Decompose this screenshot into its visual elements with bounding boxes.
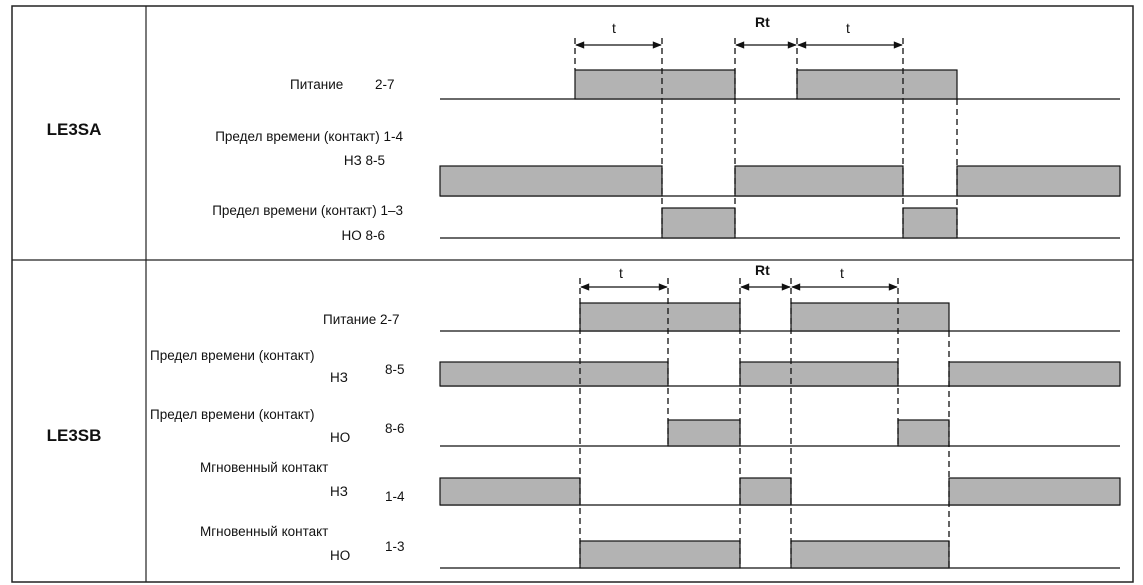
row-sublabel-nc-a: НЗ 8-5 xyxy=(343,153,385,168)
table-frame xyxy=(11,5,1134,583)
signal-nc-a xyxy=(439,165,1121,197)
terminals-inst-nc-b: 1-4 xyxy=(385,489,405,504)
interval-label-rt-b: Rt xyxy=(755,262,770,278)
signal-power-b xyxy=(440,302,1120,332)
row-label-power-b: Питание 2-7 xyxy=(323,312,400,327)
model-label-le3sb: LE3SB xyxy=(46,426,102,445)
row-label-no-a: Предел времени (контакт) 1–3 xyxy=(212,203,403,218)
row-sublabel-inst-no-b: НО xyxy=(330,548,351,563)
row-sublabel-no-a: НО 8-6 xyxy=(341,228,385,243)
terminals-inst-no-b: 1-3 xyxy=(385,539,405,554)
row-sublabel-no-b: НО xyxy=(330,430,351,445)
interval-label-rt-a: Rt xyxy=(755,14,770,30)
terminals-nc-b: 8-5 xyxy=(385,362,405,377)
interval-label-t2-b: t xyxy=(840,265,844,281)
row-label-power-a: Питание xyxy=(290,77,344,92)
signal-inst-nc-b xyxy=(439,477,1121,506)
section-le3sb-waveforms xyxy=(439,278,1121,569)
signal-power-a xyxy=(440,69,1120,100)
terminals-no-b: 8-6 xyxy=(385,421,405,436)
row-label-nc-b: Предел времени (контакт) xyxy=(150,348,315,363)
interval-label-t1-a: t xyxy=(612,20,616,36)
section-le3sa-waveforms xyxy=(439,38,1121,239)
dashed-guides-a xyxy=(574,38,958,238)
row-label-no-b: Предел времени (контакт) xyxy=(150,407,315,422)
row-sublabel-nc-b: НЗ xyxy=(330,370,348,385)
signal-no-a xyxy=(440,207,1120,239)
row-label-nc-a: Предел времени (контакт) 1-4 xyxy=(215,129,403,144)
dashed-guides-b xyxy=(579,278,950,568)
signal-nc-b xyxy=(439,361,1121,387)
signal-no-b xyxy=(440,419,1120,447)
signal-inst-no-b xyxy=(440,540,1120,569)
interval-label-t1-b: t xyxy=(619,265,623,281)
interval-label-t2-a: t xyxy=(846,20,850,36)
model-label-le3sa: LE3SA xyxy=(46,120,102,139)
row-label-inst-nc-b: Мгновенный контакт xyxy=(200,460,329,475)
terminals-power-a: 2-7 xyxy=(375,77,395,92)
row-sublabel-inst-nc-b: НЗ xyxy=(330,484,348,499)
row-label-inst-no-b: Мгновенный контакт xyxy=(200,524,329,539)
